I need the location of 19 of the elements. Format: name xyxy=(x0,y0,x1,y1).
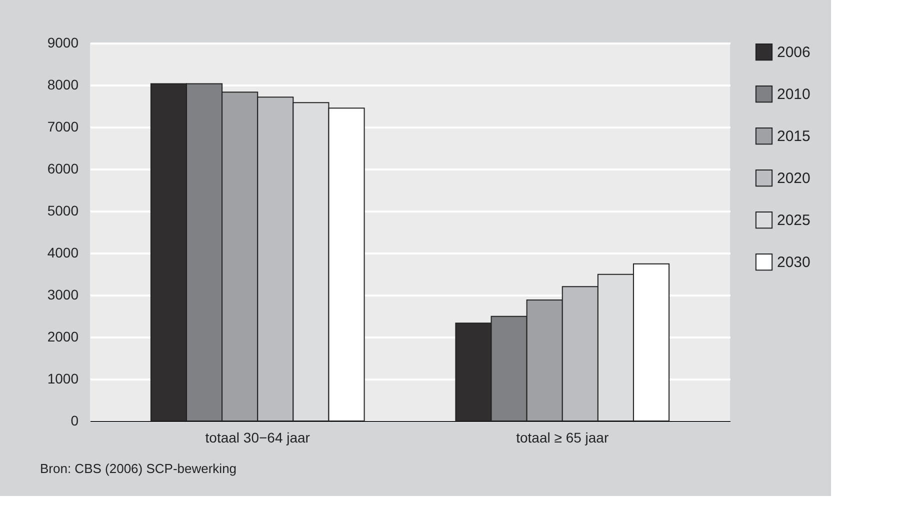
y-tick-label: 7000 xyxy=(47,118,79,134)
y-tick-label: 5000 xyxy=(47,202,79,218)
text: Bron: CBS (2006) SCP-bewerking xyxy=(40,461,237,476)
y-tick-label: 8000 xyxy=(47,76,79,92)
y-tick-label: 2000 xyxy=(47,328,79,344)
y-tick-label: 4000 xyxy=(47,244,79,260)
y-tick-label: 6000 xyxy=(47,160,79,176)
y-tick-label: 1000 xyxy=(47,370,79,386)
y-tick-label: 9000 xyxy=(47,34,79,50)
x-tick-label: totaal ≥ 65 jaar xyxy=(516,430,609,446)
legend-label: 2025 xyxy=(777,212,810,229)
y-tick-label: 3000 xyxy=(47,286,79,302)
x-tick-label: totaal 30−64 jaar xyxy=(205,430,310,446)
legend-label: 2010 xyxy=(777,86,810,103)
legend-label: 2030 xyxy=(777,254,810,271)
legend-label: 2015 xyxy=(777,128,810,145)
legend-label: 2006 xyxy=(777,44,810,61)
y-tick-label: 0 xyxy=(70,412,79,428)
legend-label: 2020 xyxy=(777,170,810,187)
